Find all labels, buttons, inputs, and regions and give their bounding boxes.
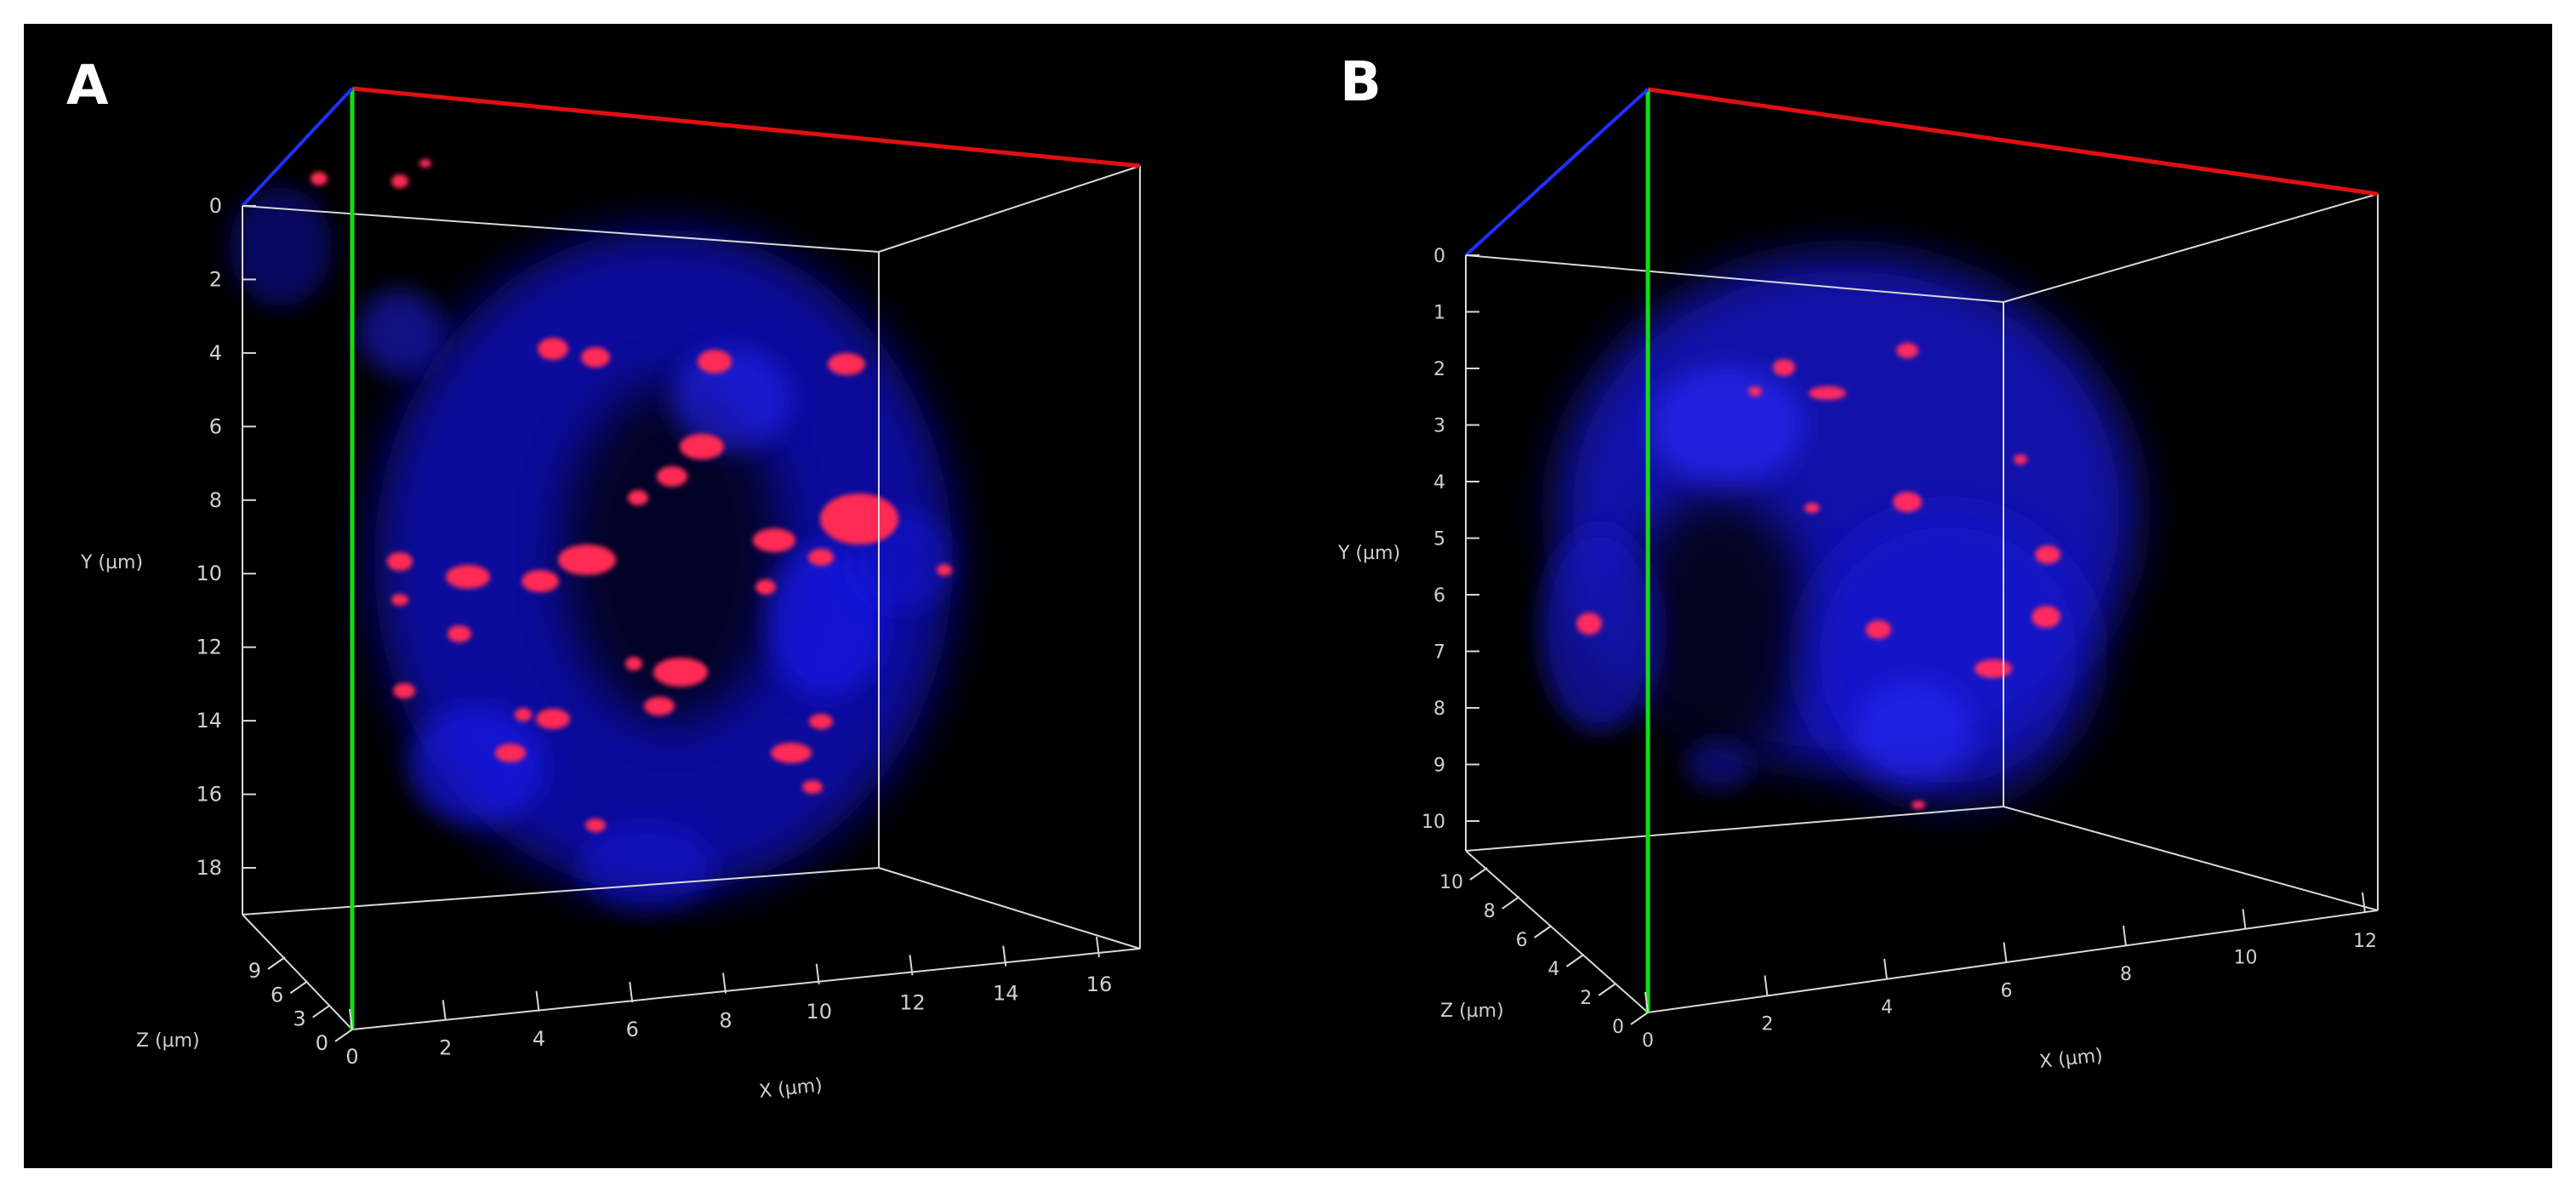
x-tick-mark-b <box>1644 991 1649 1013</box>
y-tick-label-a: 2 <box>209 267 222 291</box>
x-tick-mark-a <box>909 955 914 976</box>
y-tick-label-a: 8 <box>209 488 222 512</box>
y-tick-label-b: 2 <box>1433 359 1445 380</box>
z-tick-mark-a <box>267 956 286 970</box>
z-tick-mark-b <box>1469 867 1488 881</box>
y-tick-label-a: 12 <box>196 636 222 659</box>
x-tick-mark-a <box>1096 936 1100 958</box>
y-axis-label-b: Y (µm) <box>1337 543 1400 564</box>
x-tick-mark-b <box>2242 909 2247 930</box>
y-ticks-a: 0 2 4 6 8 10 12 14 16 18 <box>196 194 256 880</box>
nucleus-volume-b <box>1540 255 2135 800</box>
x-tick-mark-b <box>1764 975 1769 996</box>
y-tick-label-a: 16 <box>196 783 222 807</box>
z-tick-mark-a <box>334 1029 353 1042</box>
x-tick-label-a: 12 <box>899 990 926 1014</box>
y-tick-label-b: 5 <box>1433 529 1445 550</box>
panel-label-b: B <box>1340 51 1382 114</box>
y-tick-label-b: 8 <box>1433 699 1445 720</box>
z-tick-mark-b <box>1502 896 1520 910</box>
y-tick-label-a: 18 <box>196 856 222 880</box>
z-tick-label-a: 6 <box>271 983 283 1007</box>
z-tick-label-b: 6 <box>1516 930 1528 951</box>
y-tick-label-a: 10 <box>196 562 222 585</box>
x-tick-label-a: 10 <box>806 1000 832 1024</box>
x-tick-label-a: 8 <box>719 1009 732 1033</box>
x-tick-label-a: 6 <box>626 1018 639 1041</box>
z-tick-label-b: 0 <box>1612 1017 1624 1038</box>
x-tick-label-b: 10 <box>2234 948 2258 969</box>
x-tick-mark-a <box>722 972 727 994</box>
x-edge-b <box>1647 87 2379 197</box>
x-ticks-b: 0 2 4 6 8 10 12 <box>1642 892 2377 1052</box>
x-tick-mark-b <box>2123 925 2127 947</box>
x-tick-label-a: 4 <box>533 1027 545 1051</box>
x-edge-a <box>351 86 1141 168</box>
y-tick-label-b: 1 <box>1433 303 1445 324</box>
x-tick-label-a: 0 <box>345 1045 358 1069</box>
y-tick-label-a: 4 <box>209 341 222 365</box>
y-tick-label-b: 9 <box>1433 756 1445 777</box>
y-tick-label-b: 3 <box>1433 416 1445 437</box>
x-tick-label-b: 12 <box>2353 931 2377 952</box>
x-tick-label-b: 8 <box>2120 964 2132 985</box>
z-tick-label-b: 8 <box>1484 901 1496 922</box>
z-tick-label-a: 3 <box>293 1007 305 1031</box>
nucleus-volume-a <box>230 187 953 910</box>
panel-label-a: A <box>66 54 109 117</box>
x-tick-label-b: 6 <box>2001 981 2013 1002</box>
z-edge-a <box>241 87 354 208</box>
x-ticks-a: 0 2 4 6 8 10 12 14 16 <box>345 936 1113 1069</box>
x-tick-mark-a <box>815 963 820 984</box>
z-tick-mark-b <box>1534 925 1553 938</box>
z-tick-mark-b <box>1630 1012 1649 1025</box>
x-tick-label-a: 14 <box>993 982 1019 1006</box>
x-tick-label-b: 0 <box>1642 1030 1654 1052</box>
x-tick-label-b: 4 <box>1881 997 1893 1018</box>
x-tick-mark-a <box>1002 945 1007 967</box>
x-tick-mark-a <box>535 990 540 1012</box>
y-tick-label-b: 4 <box>1433 472 1445 493</box>
x-tick-mark-a <box>629 982 634 1003</box>
y-tick-label-a: 0 <box>209 194 222 218</box>
y-tick-label-b: 0 <box>1433 246 1445 267</box>
z-axis-label-b: Z (µm) <box>1440 1001 1504 1022</box>
y-tick-label-a: 6 <box>209 414 222 438</box>
z-axis-label-a: Z (µm) <box>136 1030 200 1052</box>
z-tick-mark-b <box>1598 983 1616 996</box>
x-tick-mark-b <box>2003 942 2008 963</box>
y-tick-label-a: 14 <box>196 709 222 733</box>
y-tick-label-b: 6 <box>1433 585 1445 607</box>
y-axis-label-a: Y (µm) <box>80 552 143 573</box>
x-tick-label-a: 16 <box>1086 972 1113 996</box>
y-tick-label-b: 7 <box>1433 642 1445 664</box>
x-tick-mark-b <box>2362 892 2366 914</box>
z-edge-b <box>1464 88 1650 257</box>
bounding-box-a <box>242 165 1141 1030</box>
z-tick-label-a: 9 <box>248 959 261 983</box>
y-ticks-b: 0 1 2 3 4 5 6 7 8 9 10 <box>1422 246 1479 833</box>
x-tick-mark-a <box>349 1008 353 1030</box>
bounding-box-b <box>1465 193 2379 1013</box>
x-tick-label-a: 2 <box>439 1035 452 1059</box>
z-tick-mark-a <box>289 980 308 995</box>
z-tick-mark-a <box>312 1004 331 1018</box>
y-tick-label-b: 10 <box>1422 812 1445 833</box>
z-tick-label-b: 2 <box>1580 988 1592 1009</box>
z-tick-label-b: 10 <box>1439 872 1463 893</box>
x-tick-mark-a <box>442 1000 447 1021</box>
z-tick-label-b: 4 <box>1547 959 1559 980</box>
z-tick-label-a: 0 <box>316 1031 328 1055</box>
x-tick-label-b: 2 <box>1762 1014 1774 1035</box>
x-tick-mark-b <box>1884 958 1888 980</box>
z-tick-mark-b <box>1565 954 1584 967</box>
